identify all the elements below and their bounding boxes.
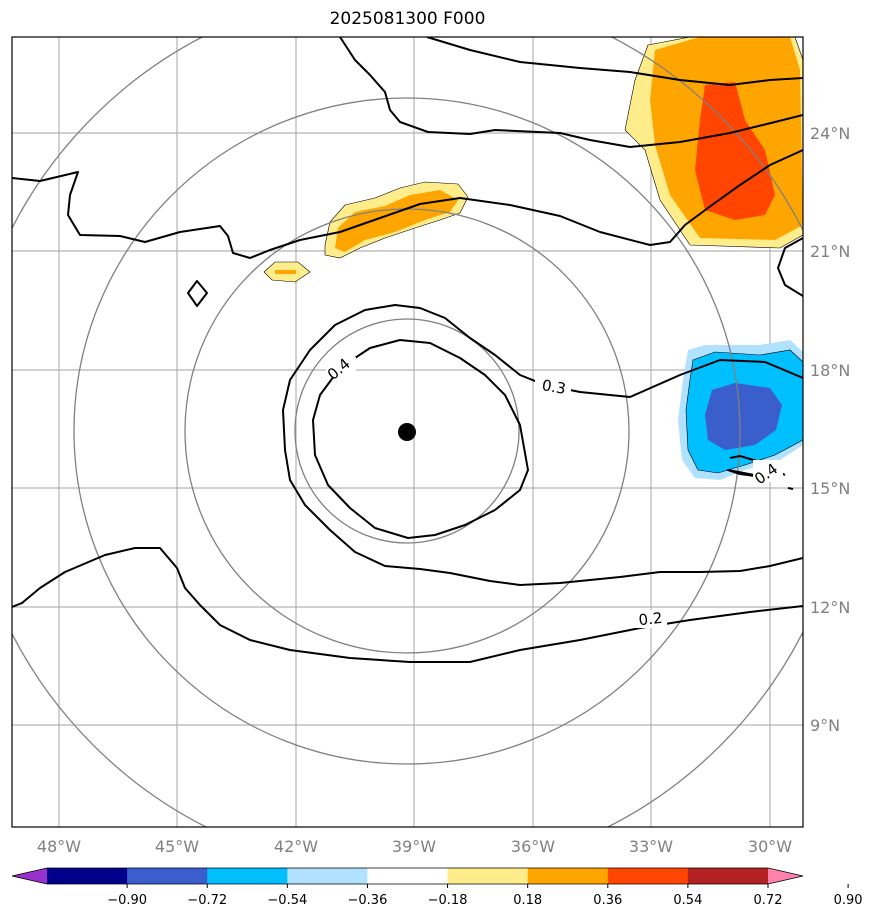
lat-tick: 21°N — [810, 242, 850, 261]
lon-tick-labels: 48°W 45°W 42°W 39°W 36°W 33°W 30°W — [37, 837, 792, 856]
positive-field-n — [263, 181, 469, 283]
lat-tick: 24°N — [810, 124, 850, 143]
lon-tick: 42°W — [274, 837, 318, 856]
colorbar-outline — [11, 867, 804, 885]
colorbar-segment — [127, 868, 208, 884]
colorbar-tick-label: −0.18 — [428, 893, 468, 908]
lat-tick: 18°N — [810, 361, 850, 380]
lon-tick: 36°W — [511, 837, 555, 856]
colorbar-extend-low — [12, 868, 47, 884]
colorbar-tick-label: −0.54 — [267, 893, 307, 908]
lon-tick: 33°W — [629, 837, 673, 856]
map-title: 2025081300 F000 — [329, 9, 486, 29]
lat-tick: 15°N — [810, 479, 850, 498]
colorbar-segment — [527, 868, 609, 884]
colorbar-segment — [47, 868, 128, 884]
colorbar-tick-label: −0.90 — [107, 893, 147, 908]
map-panel — [12, 37, 803, 827]
colorbar-segment — [687, 868, 769, 884]
colorbar-extend-high — [768, 868, 803, 884]
colorbar: −0.90 −0.72 −0.54 −0.36 −0.18 0.18 0.36 0.54 0.7… — [11, 867, 863, 908]
lon-tick: 30°W — [748, 837, 792, 856]
map-frame — [11, 36, 804, 828]
storm-center-marker — [398, 423, 416, 441]
contour-label: 0.3 — [541, 376, 568, 398]
contour-label-masks — [326, 357, 783, 628]
colorbar-segment — [207, 868, 288, 884]
positive-field-ne — [624, 37, 803, 249]
colorbar-segment — [367, 868, 449, 884]
colorbar-tick-label: 0.54 — [673, 893, 702, 908]
colorbar-tick-label: 0.90 — [834, 893, 863, 908]
colorbar-tick-label: 0.18 — [513, 893, 542, 908]
lat-tick: 9°N — [810, 716, 840, 735]
lat-tick-labels: 24°N 21°N 18°N 15°N 12°N 9°N — [810, 124, 850, 735]
colorbar-segment — [607, 868, 689, 884]
contour-label: 0.2 — [638, 609, 664, 629]
colorbar-tick-label: 0.72 — [754, 893, 783, 908]
colorbar-segment — [447, 868, 529, 884]
lon-tick: 45°W — [155, 837, 199, 856]
colorbar-tick-label: −0.36 — [348, 893, 388, 908]
lon-tick: 39°W — [392, 837, 436, 856]
colorbar-tick-label: 0.36 — [593, 893, 622, 908]
colorbar-segment — [287, 868, 368, 884]
lat-tick: 12°N — [810, 598, 850, 617]
negative-field-e — [678, 340, 803, 480]
colorbar-tick-label: −0.72 — [187, 893, 227, 908]
lon-tick: 48°W — [37, 837, 81, 856]
contour-lines — [12, 37, 803, 663]
